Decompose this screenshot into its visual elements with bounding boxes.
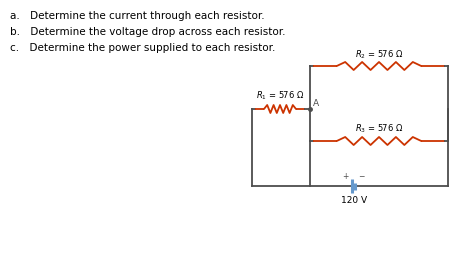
Text: −: − — [358, 172, 365, 181]
Text: $R_2$ = 576 Ω: $R_2$ = 576 Ω — [355, 49, 403, 61]
Text: a. Determine the current through each resistor.: a. Determine the current through each re… — [10, 11, 264, 21]
Text: $R_3$ = 576 Ω: $R_3$ = 576 Ω — [355, 122, 403, 135]
Text: b. Determine the voltage drop across each resistor.: b. Determine the voltage drop across eac… — [10, 27, 285, 37]
Text: c. Determine the power supplied to each resistor.: c. Determine the power supplied to each … — [10, 43, 275, 53]
Text: A: A — [313, 99, 319, 108]
Text: $R_1$ = 576 Ω: $R_1$ = 576 Ω — [256, 90, 304, 102]
Text: 120 V: 120 V — [341, 196, 367, 205]
Text: +: + — [343, 172, 349, 181]
